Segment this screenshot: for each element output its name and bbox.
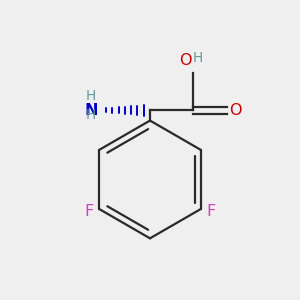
Text: F: F — [85, 204, 94, 219]
Text: H: H — [85, 108, 96, 122]
Text: H: H — [85, 89, 96, 103]
Text: F: F — [206, 204, 215, 219]
Text: N: N — [84, 103, 98, 118]
Text: O: O — [229, 103, 242, 118]
Text: O: O — [179, 53, 191, 68]
Text: H: H — [193, 51, 203, 64]
